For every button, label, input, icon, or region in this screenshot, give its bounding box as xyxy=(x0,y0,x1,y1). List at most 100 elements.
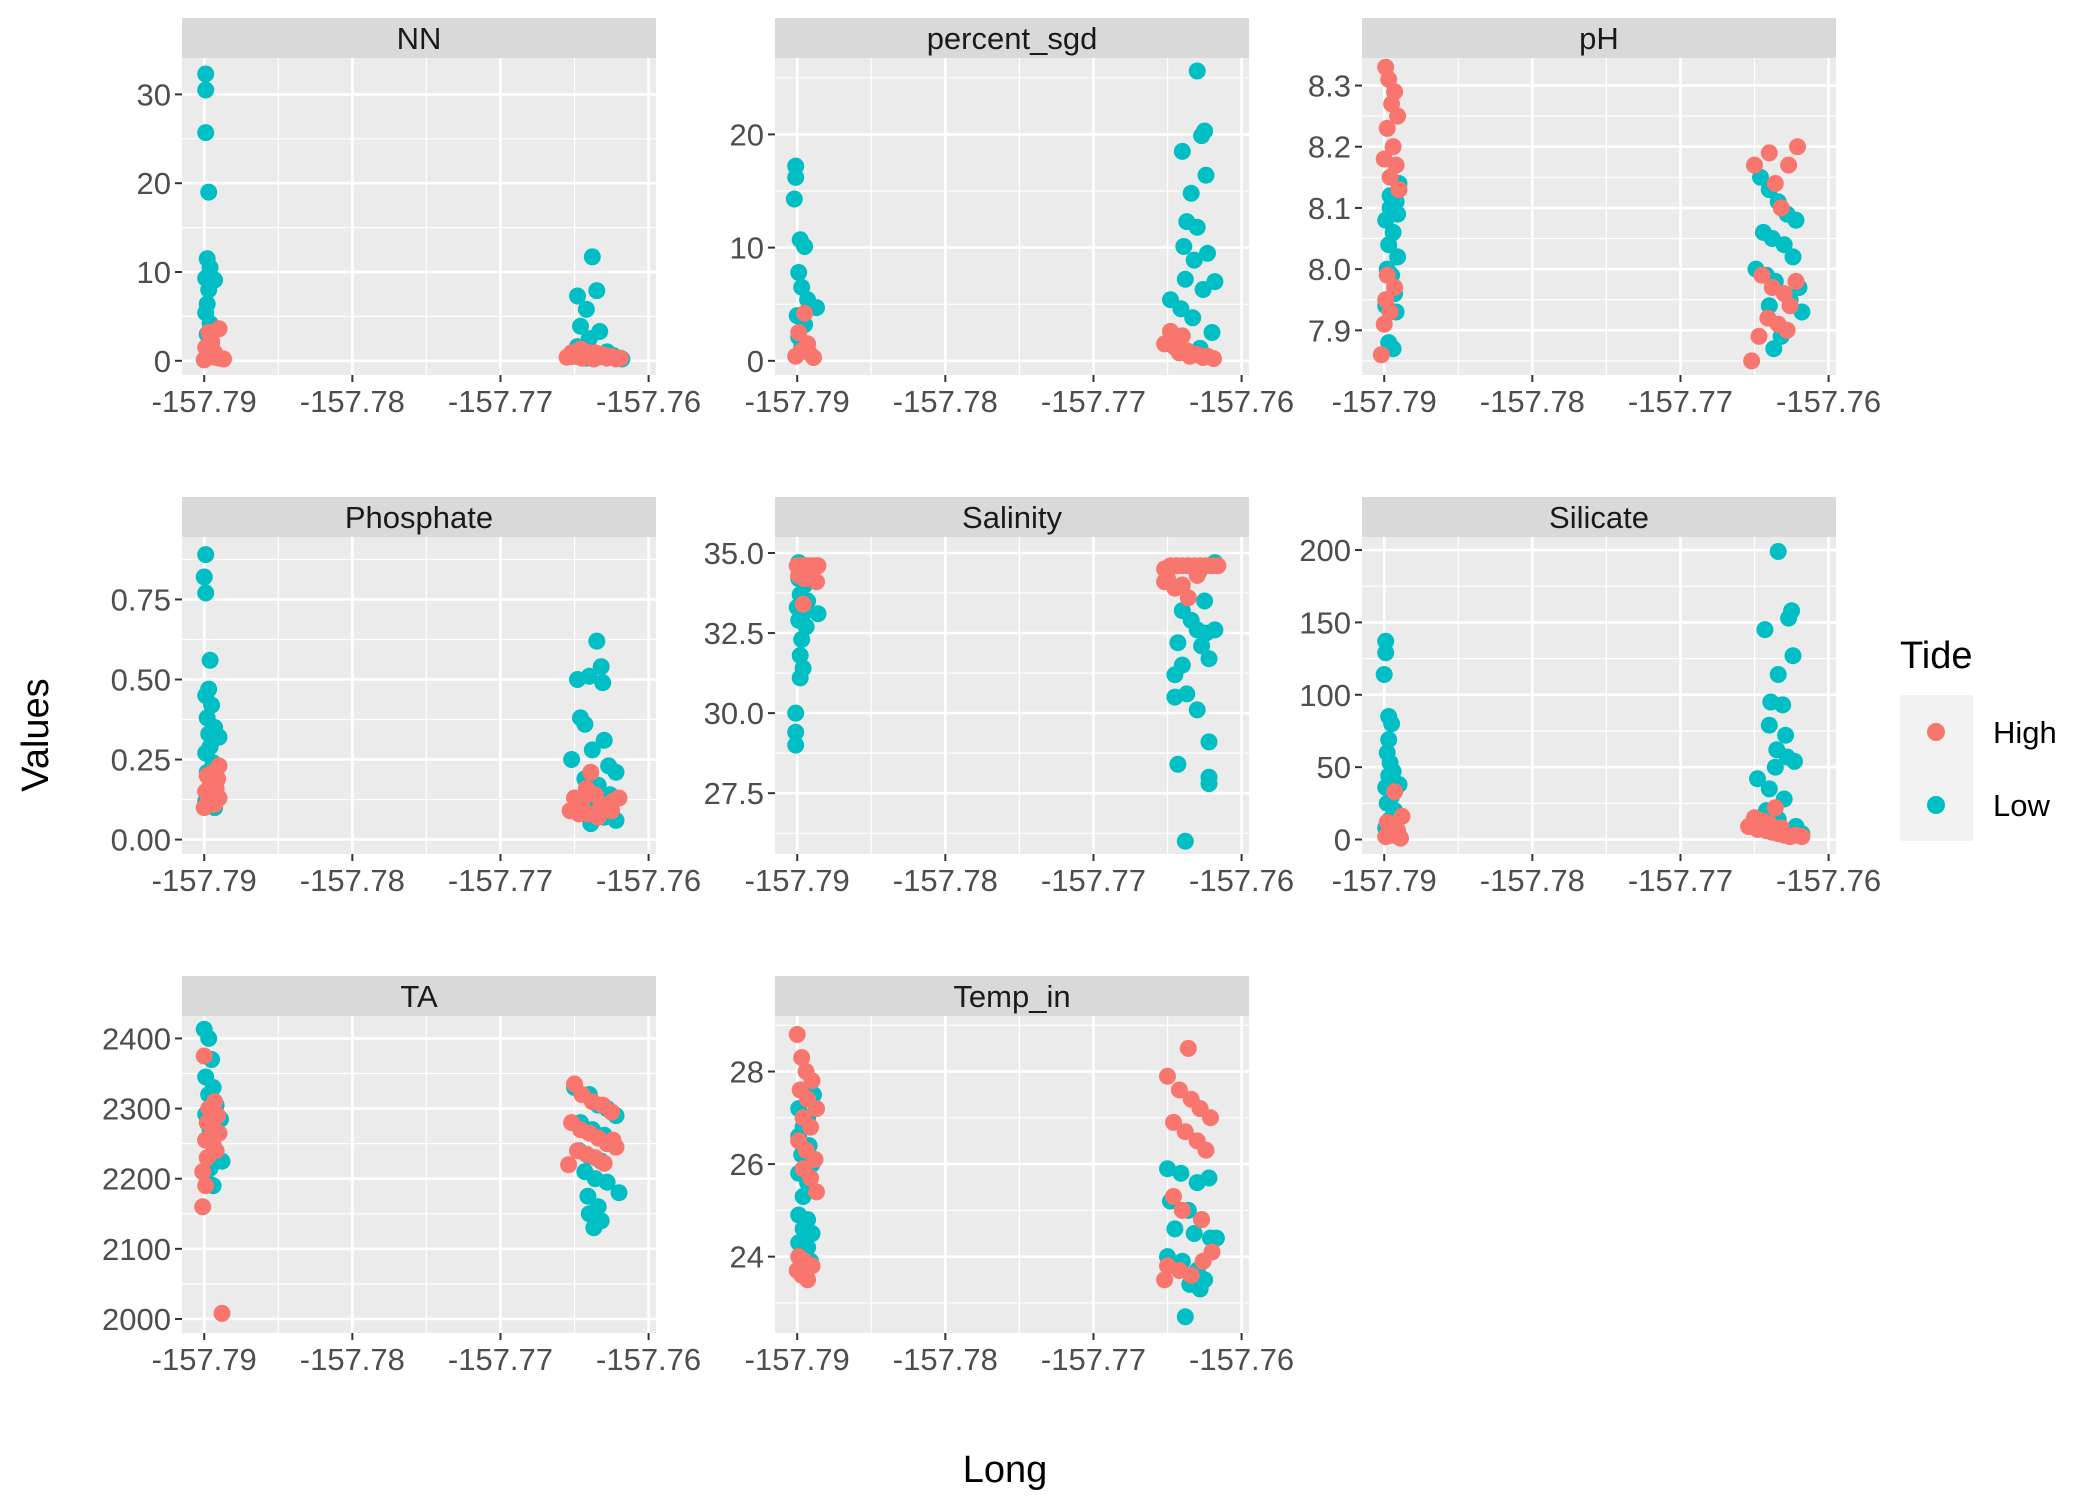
data-point-low xyxy=(796,238,814,255)
data-point-low xyxy=(607,763,625,781)
panel-background xyxy=(1362,58,1836,375)
data-point-low xyxy=(797,618,815,636)
data-point-high xyxy=(589,808,607,826)
data-point-high xyxy=(194,1163,212,1181)
data-point-high xyxy=(1179,589,1197,607)
y-tick-label: 200 xyxy=(1299,533,1351,568)
data-point-low xyxy=(610,1184,628,1202)
data-points xyxy=(195,65,631,369)
data-point-high xyxy=(560,1156,578,1174)
x-tick-label: -157.79 xyxy=(152,1342,257,1377)
data-point-low xyxy=(1749,770,1766,788)
data-point-high xyxy=(612,349,629,367)
data-point-high xyxy=(1780,156,1798,174)
y-tick-label: 10 xyxy=(730,231,764,266)
facet-temp-in: -157.79 -157.78 -157.77 -157.76 24 26 28 Temp_i… xyxy=(730,976,1294,1377)
legend: Tide High Low xyxy=(1900,635,2057,841)
data-point-low xyxy=(1191,1280,1209,1298)
data-point-low xyxy=(569,671,586,688)
y-tick-label: 50 xyxy=(1317,750,1351,785)
data-point-high xyxy=(195,1047,213,1065)
data-point-high xyxy=(1156,1271,1174,1289)
legend-label-low: Low xyxy=(1993,788,2050,823)
facet-nn: -157.79 -157.78 -157.77 -157.76 0 10 20 30 NN xyxy=(137,18,701,419)
data-point-low xyxy=(1176,270,1194,288)
y-tick-label: 30 xyxy=(137,77,171,112)
data-point-high xyxy=(1381,168,1399,186)
x-tick-label: -157.78 xyxy=(300,863,405,898)
data-point-high xyxy=(794,595,812,613)
x-tick-label: -157.77 xyxy=(1041,384,1146,419)
data-point-low xyxy=(563,751,581,768)
data-point-low xyxy=(1159,1160,1176,1178)
data-point-low xyxy=(1383,715,1401,733)
data-point-high xyxy=(1392,829,1409,847)
panel-background xyxy=(775,58,1249,375)
facet-strip xyxy=(1362,18,1836,58)
x-tick-label: -157.78 xyxy=(300,1342,405,1377)
data-point-high xyxy=(604,1131,622,1149)
data-point-low xyxy=(1182,184,1200,202)
data-point-high xyxy=(787,347,805,365)
data-point-high xyxy=(800,344,818,362)
y-tick-label: 20 xyxy=(137,166,171,201)
x-tick-label: -157.77 xyxy=(448,863,553,898)
data-point-low xyxy=(1207,1229,1225,1247)
facet-ph: -157.79 -157.78 -157.77 -157.76 7.9 8.0 8.1 8.2… xyxy=(1308,18,1881,419)
data-point-low xyxy=(793,631,811,648)
data-point-high xyxy=(1766,175,1784,192)
data-point-high xyxy=(806,1151,824,1168)
data-point-high xyxy=(793,1049,811,1067)
data-point-low xyxy=(1166,1220,1184,1238)
data-point-high xyxy=(1165,1113,1182,1131)
data-point-low xyxy=(1765,340,1783,358)
data-point-high xyxy=(1202,1109,1219,1127)
data-point-high xyxy=(1173,1201,1191,1219)
data-point-low xyxy=(1200,650,1218,668)
data-point-low xyxy=(1188,218,1206,236)
data-points xyxy=(1372,58,1811,370)
data-point-low xyxy=(1760,716,1778,734)
data-point-high xyxy=(1173,576,1191,594)
data-point-low xyxy=(585,1219,603,1237)
data-point-low xyxy=(1389,205,1407,223)
data-point-low xyxy=(1775,236,1793,254)
y-tick-label: 20 xyxy=(730,117,764,152)
data-point-low xyxy=(1173,142,1191,160)
data-point-high xyxy=(1766,799,1784,817)
data-point-high xyxy=(1165,1188,1182,1205)
facet-strip-label: percent_sgd xyxy=(927,21,1098,56)
y-tick-label: 26 xyxy=(730,1147,764,1182)
data-point-low xyxy=(787,736,805,754)
data-point-high xyxy=(1181,347,1199,365)
facet-strip xyxy=(182,976,656,1016)
data-point-high xyxy=(788,1262,806,1279)
data-point-high xyxy=(1389,107,1407,125)
data-point-high xyxy=(1193,1211,1211,1229)
x-tick-label: -157.76 xyxy=(596,384,701,419)
data-point-low xyxy=(1199,244,1216,262)
data-point-high xyxy=(586,344,604,362)
data-point-low xyxy=(569,287,586,305)
data-point-high xyxy=(803,1072,821,1090)
data-points xyxy=(785,62,1224,368)
data-point-high xyxy=(582,763,600,781)
data-point-low xyxy=(1185,1225,1203,1242)
data-point-low xyxy=(583,741,601,759)
data-point-low xyxy=(1169,755,1187,773)
facet-strip-label: pH xyxy=(1579,21,1619,56)
data-point-high xyxy=(1772,199,1790,217)
data-point-low xyxy=(595,731,613,749)
x-tick-label: -157.79 xyxy=(745,863,850,898)
facet-strip xyxy=(1362,497,1836,537)
data-point-low xyxy=(1196,592,1214,610)
data-point-high xyxy=(1390,181,1408,199)
data-point-low xyxy=(791,647,809,664)
data-point-low xyxy=(1172,300,1190,318)
data-point-high xyxy=(1156,573,1174,591)
data-points xyxy=(788,1026,1225,1326)
data-point-low xyxy=(1176,832,1194,850)
data-point-high xyxy=(788,1026,806,1043)
y-tick-label: 150 xyxy=(1299,605,1351,640)
data-point-low xyxy=(577,300,595,318)
